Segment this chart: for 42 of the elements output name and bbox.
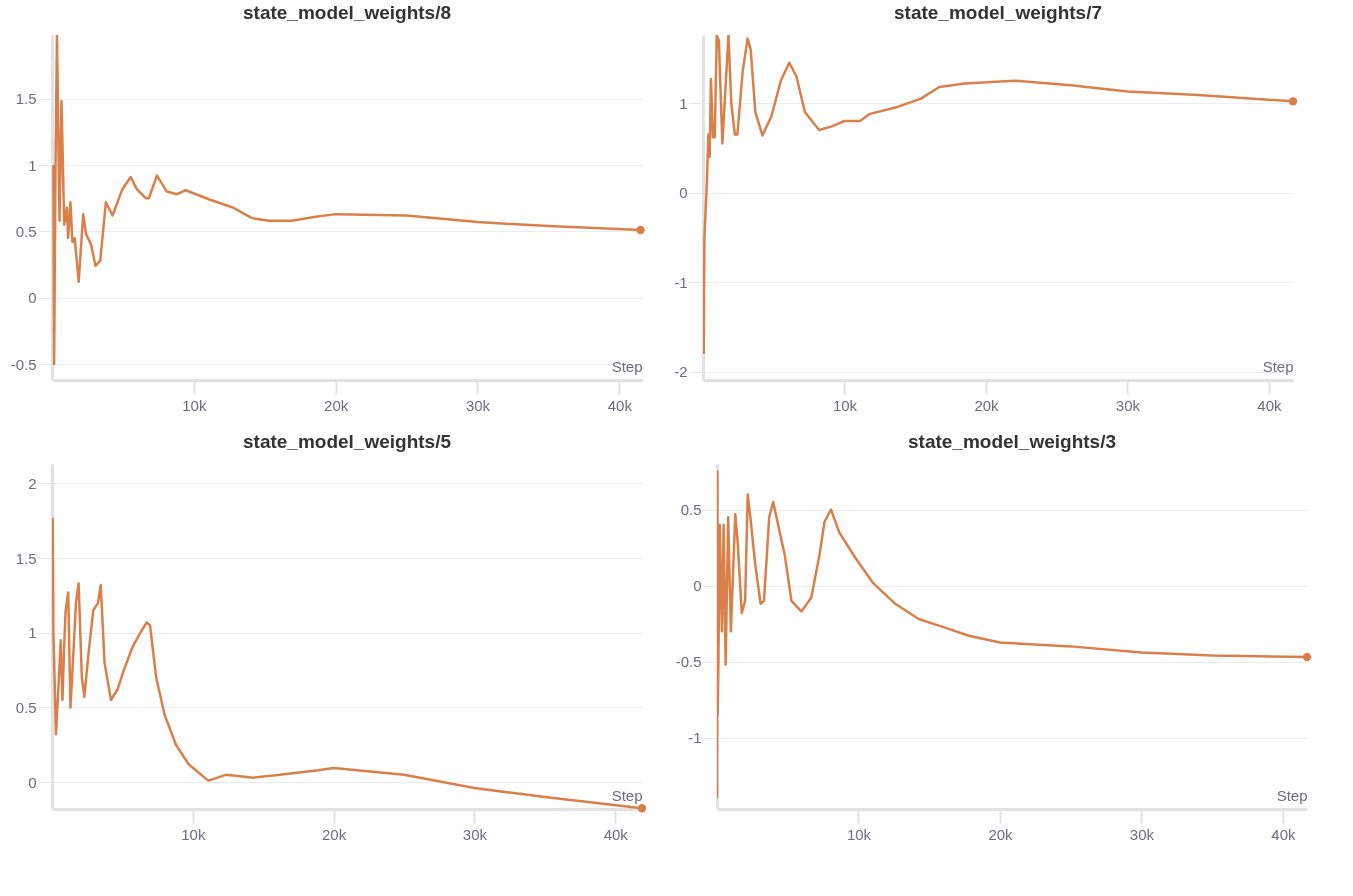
y-tick-label: 1.5: [15, 90, 37, 108]
x-tick-label: 40k: [607, 396, 633, 414]
chart-title: state_model_weights/5: [242, 431, 452, 452]
x-tick-label: 30k: [1129, 825, 1155, 843]
y-tick-label: 0.5: [15, 222, 37, 240]
y-tick-label: 0: [693, 577, 702, 595]
y-tick-label: -0.5: [10, 355, 37, 373]
y-tick-label: 0.5: [15, 698, 37, 716]
x-tick-label: 10k: [832, 396, 858, 414]
x-axis-title: Step: [611, 786, 643, 804]
x-tick-label: 20k: [974, 396, 1000, 414]
y-tick-label: 2: [28, 474, 37, 492]
chart-title: state_model_weights/8: [242, 2, 452, 23]
x-tick-label: 10k: [182, 396, 207, 414]
y-tick-label: 0: [28, 289, 37, 307]
x-axis-title: Step: [1262, 357, 1294, 375]
x-tick-label: 40k: [603, 825, 629, 843]
x-tick-label: 10k: [181, 825, 206, 843]
y-tick-label: -1: [688, 729, 702, 747]
x-axis-title: Step: [611, 357, 643, 375]
y-tick-label: -1: [674, 273, 688, 291]
x-tick-label: 20k: [988, 825, 1014, 843]
y-tick-label: 1: [679, 94, 688, 112]
y-tick-label: 1: [28, 624, 37, 642]
x-tick-label: 30k: [462, 825, 488, 843]
y-tick-label: 1.5: [15, 549, 37, 567]
x-tick-label: 20k: [324, 396, 349, 414]
x-tick-label: 30k: [1115, 396, 1141, 414]
y-tick-label: 1: [28, 156, 37, 174]
x-tick-label: 10k: [846, 825, 872, 843]
y-tick-label: -0.5: [675, 653, 702, 671]
chart-title: state_model_weights/3: [907, 431, 1117, 452]
y-tick-label: 0: [679, 184, 688, 202]
x-tick-label: 40k: [1271, 825, 1297, 843]
y-tick-label: 0.5: [680, 501, 702, 519]
x-axis-title: Step: [1276, 786, 1308, 804]
x-tick-label: 20k: [322, 825, 347, 843]
x-tick-label: 40k: [1257, 396, 1283, 414]
chart-title: state_model_weights/7: [893, 2, 1103, 23]
x-tick-label: 30k: [465, 396, 491, 414]
y-tick-label: 0: [28, 773, 37, 791]
y-tick-label: -2: [674, 363, 688, 381]
